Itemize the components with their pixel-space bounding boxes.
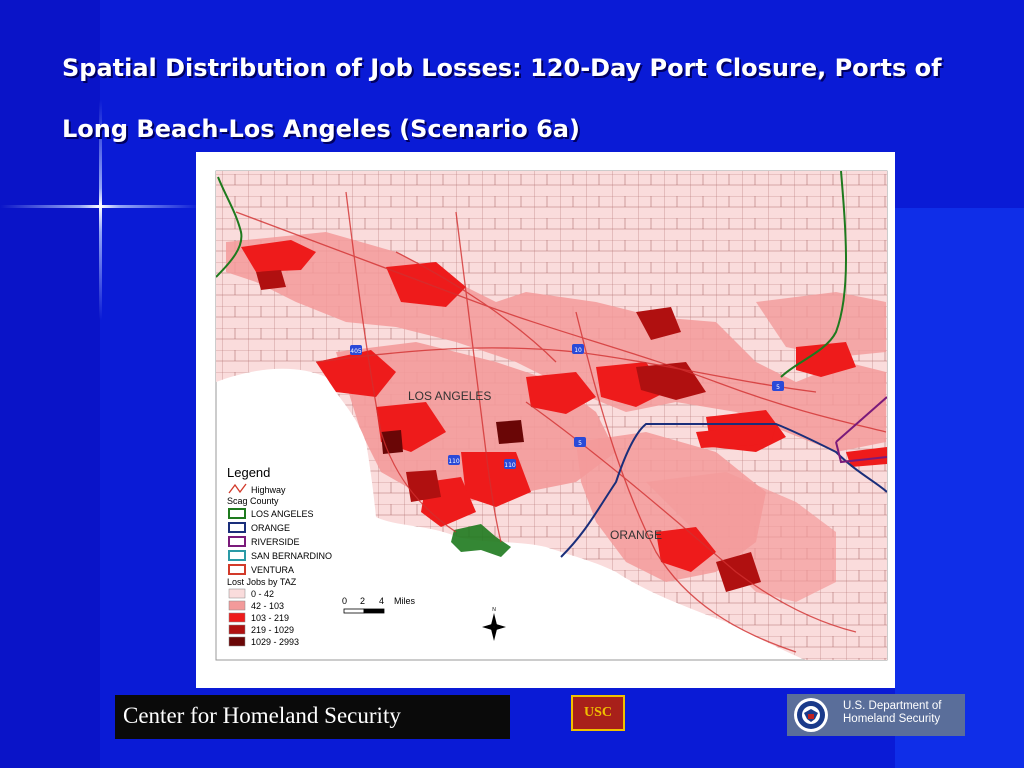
background-right-band	[895, 208, 1024, 768]
scale-tick-label: 2	[360, 596, 365, 606]
dhs-logo: U.S. Department of Homeland Security	[787, 694, 965, 736]
slide-title: Spatial Distribution of Job Losses: 120-…	[62, 54, 942, 143]
map-figure: 405 10 110 110 5 5 LOS ANGELES ORANGE Le…	[196, 152, 895, 688]
legend-swatch-county	[228, 564, 246, 575]
legend-swatch-class	[228, 636, 246, 647]
center-logo-text: Center for Homeland Security	[123, 703, 401, 728]
shield-label: 5	[578, 440, 582, 447]
legend-swatch-county	[228, 508, 246, 519]
north-label: N	[492, 607, 496, 613]
background-left-band	[0, 0, 100, 768]
legend-class-label: 42 - 103	[251, 601, 284, 611]
dhs-seal-icon	[794, 698, 828, 732]
legend-county-label: VENTURA	[251, 565, 294, 575]
dhs-logo-line1: U.S. Department of	[843, 700, 942, 712]
shield-label: 10	[574, 347, 582, 354]
scale-unit-label: Miles	[394, 596, 416, 606]
shield-label: 110	[448, 458, 460, 465]
legend-highway-label: Highway	[251, 485, 286, 495]
legend-swatch-county	[228, 550, 246, 561]
legend-loss-heading: Lost Jobs by TAZ	[227, 577, 297, 587]
legend-swatch-class	[228, 624, 246, 635]
legend-county-label: ORANGE	[251, 523, 290, 533]
shield-label: 110	[504, 462, 516, 469]
north-arrow-icon: N	[482, 607, 506, 641]
legend-swatch-county	[228, 536, 246, 547]
legend-swatch-county	[228, 522, 246, 533]
legend-county-label: RIVERSIDE	[251, 537, 300, 547]
shield-label: 405	[350, 348, 362, 355]
scale-bar: 0 2 4 Miles	[342, 596, 416, 614]
legend-swatch-class	[228, 612, 246, 623]
legend-class-label: 103 - 219	[251, 613, 289, 623]
place-label-orange: ORANGE	[610, 528, 662, 542]
highway-shields: 405 10 110 110 5 5	[350, 344, 784, 469]
dhs-logo-text: U.S. Department of Homeland Security	[843, 700, 941, 726]
legend-county-label: LOS ANGELES	[251, 509, 314, 519]
legend-county-heading: Scag County	[227, 496, 279, 506]
scale-tick-label: 4	[379, 596, 384, 606]
place-label-los-angeles: LOS ANGELES	[408, 389, 491, 403]
usc-seal-icon: USC	[571, 695, 625, 731]
legend-county-label: SAN BERNARDINO	[251, 551, 332, 561]
legend-class-label: 0 - 42	[251, 589, 274, 599]
center-homeland-security-logo: Center for Homeland Security USC	[115, 695, 625, 739]
map-legend: Legend Highway Scag County LOS ANGELES O…	[227, 465, 332, 647]
legend-swatch-class	[228, 600, 246, 611]
legend-swatch-class	[228, 588, 246, 599]
highway-symbol-icon	[228, 483, 247, 494]
legend-title: Legend	[227, 465, 270, 480]
legend-class-label: 1029 - 2993	[251, 637, 299, 647]
legend-class-label: 219 - 1029	[251, 625, 294, 635]
usc-seal-text: USC	[583, 705, 612, 720]
scale-tick-label: 0	[342, 596, 347, 606]
dhs-logo-line2: Homeland Security	[843, 713, 941, 725]
decorative-glint-vertical	[99, 100, 102, 320]
map-svg: 405 10 110 110 5 5 LOS ANGELES ORANGE Le…	[215, 170, 888, 661]
shield-label: 5	[776, 384, 780, 391]
